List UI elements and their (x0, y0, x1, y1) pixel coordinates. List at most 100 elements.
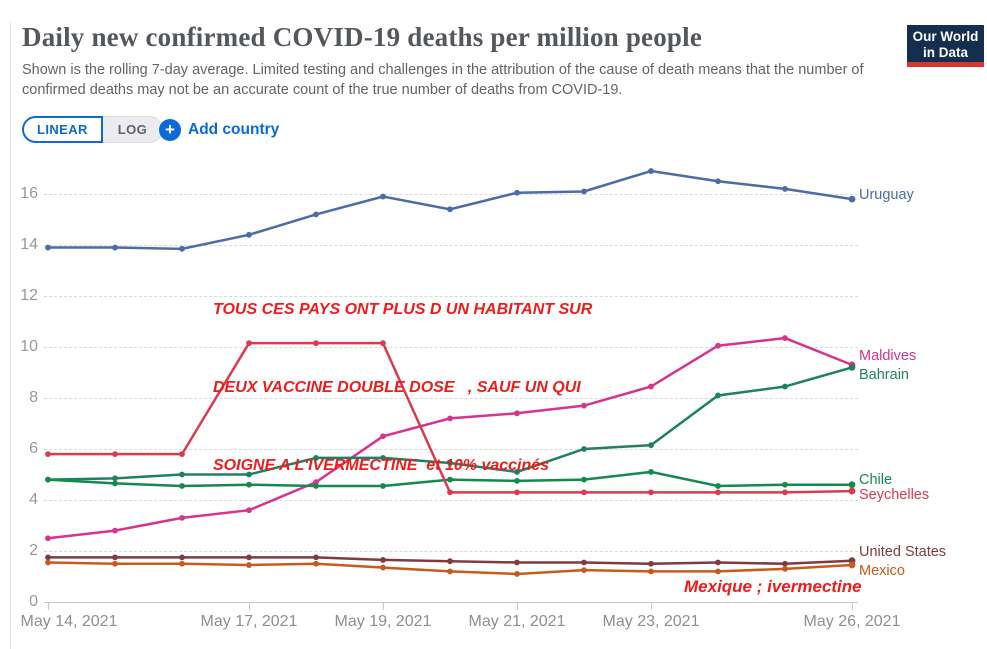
data-point (179, 514, 185, 521)
data-point (648, 469, 654, 475)
data-point (112, 451, 118, 457)
scale-toggle: LINEAR LOG (22, 116, 164, 143)
data-point (380, 483, 386, 489)
x-axis-label: May 17, 2021 (200, 613, 298, 630)
data-point (112, 475, 118, 482)
x-axis-line (44, 602, 858, 603)
data-point (246, 507, 252, 514)
data-point (447, 558, 453, 565)
data-point (380, 557, 386, 563)
y-axis-label: 6 (29, 440, 38, 457)
x-axis-tick (383, 603, 384, 610)
add-country-button[interactable]: + Add country (159, 116, 279, 143)
data-point (848, 487, 856, 495)
data-point (514, 571, 520, 577)
x-axis-label: May 26, 2021 (803, 613, 901, 630)
data-point (782, 186, 788, 192)
data-point (45, 451, 51, 457)
page-title: Daily new confirmed COVID-19 deaths per … (22, 22, 703, 52)
data-point (648, 168, 654, 174)
chart-subtitle: Shown is the rolling 7-day average. Limi… (22, 62, 864, 99)
linear-button[interactable]: LINEAR (22, 116, 103, 143)
owid-logo-red-bar (907, 62, 984, 67)
annotation-mexico-note: Mexique ; ivermectine (684, 577, 862, 596)
series-label-maldives[interactable]: Maldives (859, 347, 917, 364)
series-label-seychelles[interactable]: Seychelles (859, 487, 930, 504)
data-point (581, 188, 587, 195)
y-axis-label: 2 (29, 542, 38, 559)
data-point (782, 560, 788, 567)
data-point (581, 402, 587, 409)
data-point (313, 560, 319, 567)
data-point (581, 567, 587, 574)
data-point (380, 433, 386, 440)
data-point (179, 451, 185, 457)
data-point (514, 410, 520, 417)
data-point (715, 568, 721, 575)
y-axis-label: 8 (29, 389, 38, 406)
data-point (447, 568, 453, 575)
data-point (45, 476, 51, 483)
data-point (179, 471, 185, 478)
data-point (246, 562, 252, 568)
data-point (112, 560, 118, 567)
gridline (44, 296, 858, 297)
series-label-united-states[interactable]: United States (859, 543, 947, 560)
data-point (380, 340, 386, 347)
series-label-mexico[interactable]: Mexico (859, 563, 905, 580)
line-chart[interactable]: 0 2 4 6 8 10 12 14 16 May 14, 2021 May 17, 2021 May… (0, 150, 987, 649)
data-point (715, 489, 721, 496)
data-point (380, 193, 386, 200)
data-point (514, 559, 520, 566)
data-point (782, 489, 788, 496)
data-point (782, 565, 788, 572)
data-point (45, 535, 51, 542)
data-point (648, 489, 654, 496)
data-point (112, 480, 118, 487)
x-axis-label: May 21, 2021 (468, 613, 566, 630)
data-point (581, 476, 587, 483)
x-axis-tick (48, 603, 49, 610)
data-point (112, 244, 118, 251)
series-label-bahrain[interactable]: Bahrain (859, 367, 909, 384)
data-point (179, 245, 185, 252)
data-point (848, 481, 856, 489)
data-point (648, 560, 654, 567)
data-point (648, 568, 654, 575)
y-axis-label: 0 (29, 593, 38, 610)
data-point (782, 335, 788, 341)
data-point (848, 561, 856, 569)
data-point (648, 383, 654, 390)
data-point (380, 564, 386, 571)
data-point (313, 554, 319, 561)
data-point (715, 178, 721, 185)
data-point (514, 477, 520, 484)
owid-logo: Our World in Data (907, 25, 984, 67)
plus-icon: + (159, 118, 181, 141)
log-button[interactable]: LOG (102, 116, 164, 143)
data-point (179, 554, 185, 561)
gridline (44, 245, 858, 246)
data-point (246, 340, 252, 347)
owid-logo-line2: in Data (922, 45, 968, 60)
annotation-vaccination-note: TOUS CES PAYS ONT PLUS D UN HABITANT SUR… (213, 245, 592, 531)
data-point (313, 483, 319, 489)
x-axis-tick (249, 603, 250, 610)
x-axis-label: May 19, 2021 (334, 613, 432, 630)
data-point (581, 446, 587, 452)
data-point (715, 483, 721, 489)
data-point (715, 342, 721, 349)
x-axis-label: May 14, 2021 (20, 613, 118, 630)
plot-area[interactable] (0, 150, 987, 649)
series-label-uruguay[interactable]: Uruguay (859, 187, 914, 204)
data-point (447, 476, 453, 483)
series-label-chile[interactable]: Chile (859, 471, 893, 488)
data-point (782, 383, 788, 390)
data-point (246, 231, 252, 238)
gridline (44, 500, 858, 501)
frame-border (10, 22, 11, 649)
data-point (514, 489, 520, 496)
annotation-line-2: DEUX VACCINE DOUBLE DOSE , SAUF UN QUI (213, 379, 581, 396)
gridline (44, 194, 858, 195)
